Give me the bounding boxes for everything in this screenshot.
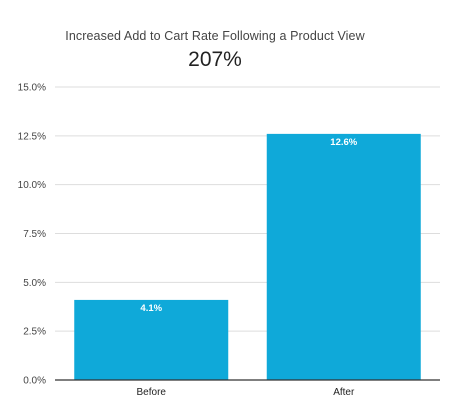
bar-before <box>74 299 229 380</box>
y-tick-label: 7.5% <box>23 229 46 240</box>
y-tick-label: 5.0% <box>23 278 46 289</box>
y-tick-label: 15.0% <box>18 83 46 94</box>
chart-title: Increased Add to Cart Rate Following a P… <box>65 29 365 43</box>
y-tick-label: 10.0% <box>18 180 46 191</box>
data-label: 4.1% <box>140 303 162 314</box>
y-tick-label: 2.5% <box>23 327 46 338</box>
x-category-label: After <box>333 387 355 398</box>
bar-after <box>266 133 421 380</box>
x-category-label: Before <box>137 387 167 398</box>
chart-subtitle: 207% <box>188 48 242 71</box>
y-tick-label: 0.0% <box>23 376 46 387</box>
data-label: 12.6% <box>330 137 357 148</box>
y-tick-label: 12.5% <box>18 131 46 142</box>
labels: 0.0% 2.5% 5.0% 7.5% 10.0% 12.5% 15.0% 4.1% Befor… <box>18 83 440 398</box>
bars <box>74 133 421 380</box>
